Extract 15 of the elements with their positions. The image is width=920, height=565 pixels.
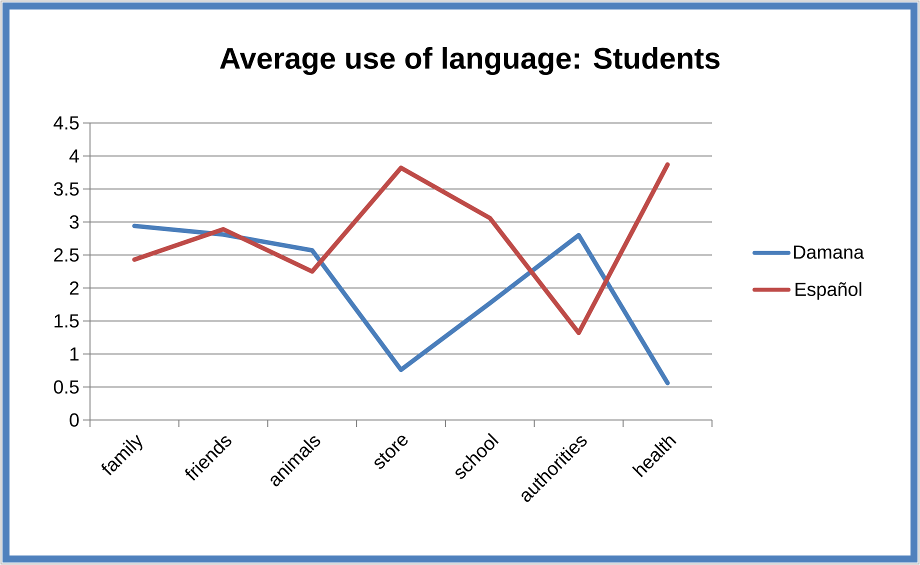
chart-title: Average use of language: Students bbox=[220, 46, 720, 75]
y-tick-label: 1 bbox=[70, 347, 79, 360]
line-series bbox=[132, 162, 670, 336]
y-tick-label: 1.5 bbox=[54, 314, 79, 328]
y-tick-label: 2 bbox=[70, 281, 79, 295]
y-tick-label: 4 bbox=[69, 149, 79, 162]
y-tick-label: 2.5 bbox=[54, 248, 79, 262]
y-tick-label: 0 bbox=[70, 413, 79, 427]
y-tick-label: 3.5 bbox=[54, 182, 79, 196]
y-tick-label: 3 bbox=[70, 215, 79, 229]
y-tick-label: 0.5 bbox=[54, 380, 79, 394]
legend-label: Damana bbox=[794, 246, 864, 259]
legend-label: Español bbox=[796, 282, 862, 300]
y-tick-label: 4.5 bbox=[54, 116, 79, 130]
line-series bbox=[132, 224, 670, 386]
